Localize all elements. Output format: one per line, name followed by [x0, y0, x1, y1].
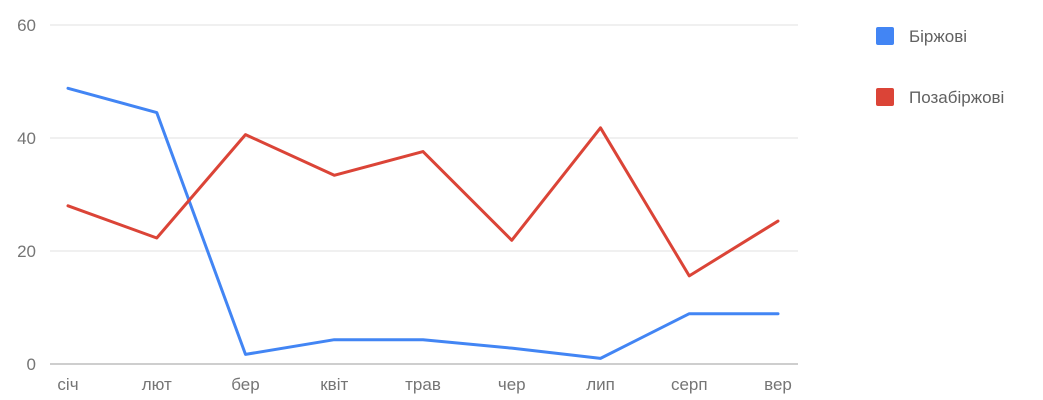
- legend-swatch-1: [876, 27, 894, 45]
- x-tick-label: лип: [586, 375, 615, 394]
- y-tick-label: 40: [17, 129, 36, 148]
- gridlines: [50, 24, 798, 365]
- series-line-2: [66, 126, 780, 278]
- x-tick-label: січ: [57, 375, 78, 394]
- x-tick-label: серп: [671, 375, 708, 394]
- y-axis-ticks: 0 20 40 60: [17, 16, 36, 374]
- x-tick-label: чер: [498, 375, 526, 394]
- x-tick-label: бер: [231, 375, 259, 394]
- legend-label-2: Позабіржові: [909, 88, 1004, 107]
- x-tick-label: квіт: [320, 375, 348, 394]
- y-tick-label: 60: [17, 16, 36, 35]
- legend: Біржові Позабіржові: [876, 27, 1004, 107]
- x-axis-ticks: січ лют бер квіт трав чер лип серп вер: [57, 375, 791, 394]
- legend-label-1: Біржові: [909, 27, 967, 46]
- x-tick-label: лют: [142, 375, 172, 394]
- x-tick-label: трав: [405, 375, 441, 394]
- series-lines: [66, 86, 780, 360]
- legend-swatch-2: [876, 88, 894, 106]
- x-tick-label: вер: [764, 375, 792, 394]
- y-tick-label: 0: [27, 355, 36, 374]
- series-line-1: [66, 86, 780, 360]
- y-tick-label: 20: [17, 242, 36, 261]
